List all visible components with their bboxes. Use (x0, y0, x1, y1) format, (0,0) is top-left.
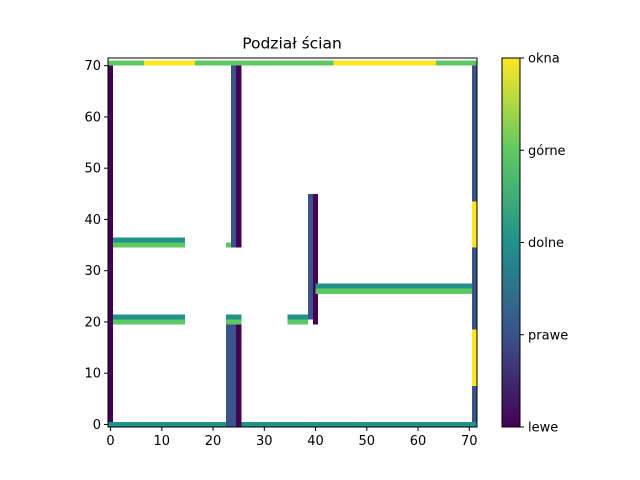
heatmap-cell (471, 201, 478, 248)
colorbar-tick-label: lewe (528, 421, 558, 436)
y-tick-label: 50 (84, 162, 101, 177)
heatmap-cell (231, 319, 237, 428)
heatmap-cell (315, 288, 472, 294)
heatmap-cell (315, 283, 472, 289)
heatmap-cell (231, 65, 237, 248)
heatmap-cell (225, 314, 242, 320)
x-tick-label: 20 (205, 434, 222, 449)
heatmap-cell (113, 242, 185, 248)
y-tick-label: 20 (84, 315, 101, 330)
heatmap-cell (225, 319, 232, 325)
heatmap-cell (108, 63, 114, 428)
colorbar-tick-label: dolne (528, 236, 564, 251)
y-axis-ticks: 0 10 20 30 40 50 60 70 (84, 59, 108, 433)
colorbar-tick-label: górne (528, 144, 566, 159)
heatmap-cell (313, 193, 319, 325)
y-tick-label: 10 (84, 367, 101, 382)
heatmap-cell (236, 319, 242, 428)
heatmap-cell (113, 237, 185, 243)
heatmap-cell (471, 386, 478, 422)
heatmap-cell (108, 60, 144, 66)
heatmap-cell (307, 193, 314, 320)
heatmap-cell (231, 319, 242, 325)
colorbar-ticks: lewe prawe dolne górne okna (520, 52, 568, 436)
colorbar-tick-label: prawe (528, 328, 568, 343)
x-tick-label: 60 (410, 434, 427, 449)
heatmap-cell (113, 319, 185, 325)
heatmap-cell (436, 60, 477, 66)
x-axis-ticks: 0 10 20 30 40 50 60 70 (106, 427, 478, 449)
x-tick-label: 10 (154, 434, 171, 449)
heatmap-cell (195, 60, 334, 66)
y-tick-label: 70 (84, 59, 101, 74)
heatmap-cell (333, 60, 436, 66)
heatmap-cell (471, 65, 478, 202)
x-tick-label: 40 (307, 434, 324, 449)
heatmap-cell (225, 242, 232, 248)
heatmap-cells (108, 60, 478, 428)
x-tick-label: 70 (461, 434, 478, 449)
heatmap-cell (108, 421, 231, 428)
x-tick-label: 30 (256, 434, 273, 449)
y-tick-label: 30 (84, 264, 101, 279)
plot-frame (107, 57, 478, 428)
chart-title: Podział ścian (242, 35, 342, 53)
y-tick-label: 40 (84, 213, 101, 228)
heatmap-cell (143, 60, 196, 66)
heatmap-cell (471, 247, 478, 330)
heatmap-cell (236, 421, 478, 428)
heatmap-cell (471, 329, 478, 387)
heatmap-cell (287, 314, 308, 320)
heatmap-cell (287, 319, 308, 325)
y-tick-label: 60 (84, 110, 101, 125)
y-tick-label: 0 (93, 418, 101, 433)
colorbar (501, 57, 521, 428)
heatmap-cell (113, 314, 185, 320)
colorbar-tick-label: okna (528, 52, 560, 67)
heatmap-cell (225, 319, 232, 428)
x-tick-label: 0 (106, 434, 114, 449)
x-tick-label: 50 (359, 434, 376, 449)
heatmap-cell (236, 65, 242, 248)
